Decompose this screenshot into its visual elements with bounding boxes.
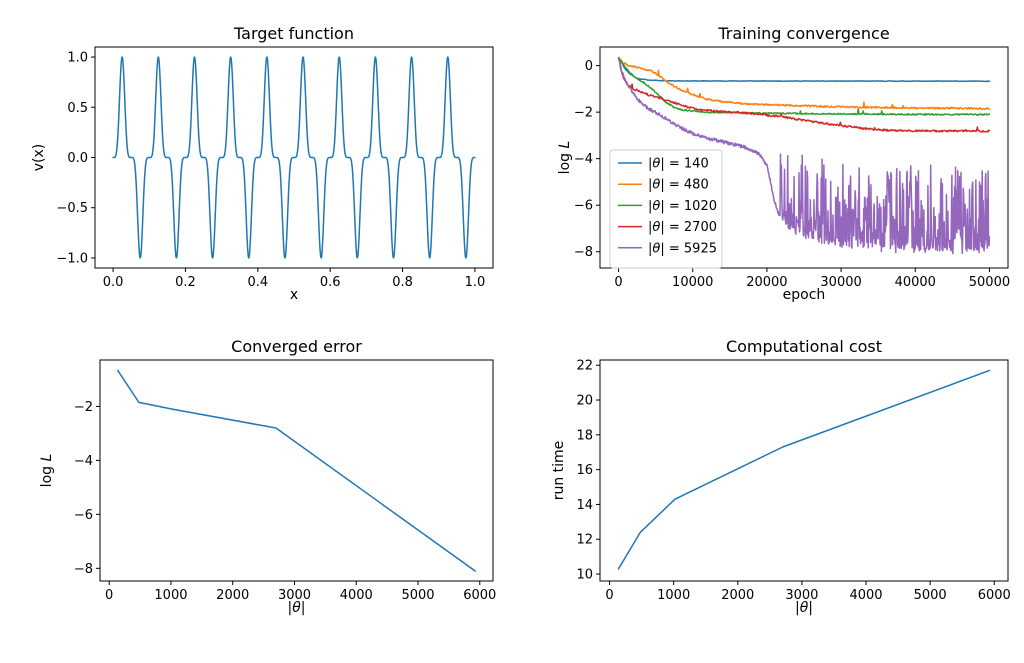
y-tick-label: 10 <box>576 568 593 583</box>
x-tick-label: 30000 <box>820 275 861 290</box>
y-tick-label: −0.5 <box>56 201 88 216</box>
x-tick-label: 6000 <box>463 588 496 603</box>
y-tick-label: 16 <box>576 463 593 478</box>
xlabel-theta-right: |θ| <box>794 600 813 616</box>
legend-entry-label: |θ| = 480 <box>648 178 709 193</box>
legend-entry-label: |θ| = 2700 <box>648 220 717 235</box>
y-tick-label: 1.0 <box>67 51 88 66</box>
y-tick-label: 18 <box>576 428 593 443</box>
subplot-target-function: 0.0 0.2 0.4 0.6 0.8 1.0 −1.0 −0.5 0.0 0.5 1.0 <box>56 46 494 290</box>
x-tick-label: 6000 <box>978 588 1011 603</box>
legend-entry-label: |θ| = 140 <box>648 157 709 172</box>
series-line <box>117 369 476 572</box>
x-tick-label: 5000 <box>914 588 947 603</box>
ylabel-vx: v(x) <box>31 143 47 172</box>
plot-area-target-function <box>112 56 476 259</box>
axes-spines <box>599 359 1009 582</box>
plot-title-training-convergence: Training convergence <box>718 24 890 43</box>
x-tick-label: 0 <box>105 588 113 603</box>
series-line <box>617 57 991 133</box>
x-tick-label: 0.6 <box>320 275 341 290</box>
plot-title-converged-error: Converged error <box>231 337 362 356</box>
series-line <box>617 57 991 116</box>
series-line <box>617 56 991 111</box>
legend-frame <box>609 149 723 269</box>
y-tick-label: −6 <box>74 508 93 523</box>
series-line <box>617 56 991 83</box>
x-tick-label: 1000 <box>657 588 690 603</box>
x-tick-label: 4000 <box>340 588 373 603</box>
subplot-computational-cost: 0 1000 2000 3000 4000 5000 6000 10 12 14 16 18 20 22 <box>576 359 1010 603</box>
y-tick-label: −4 <box>74 454 93 469</box>
series-line <box>112 56 476 259</box>
x-tick-label: 0.4 <box>247 275 268 290</box>
x-tick-label: 50000 <box>969 275 1010 290</box>
series-line <box>617 57 991 255</box>
y-tick-label: −8 <box>574 245 593 260</box>
subplot-training-convergence: 0 10000 20000 30000 40000 50000 0 −2 −4 −6 −8 |θ| =… <box>574 46 1010 290</box>
y-tick-label: −2 <box>74 400 93 415</box>
axes-spines <box>99 359 494 582</box>
y-tick-label: 12 <box>576 533 593 548</box>
x-tick-label: 5000 <box>401 588 434 603</box>
x-tick-label: 1.0 <box>465 275 486 290</box>
y-tick-label: 14 <box>576 498 593 513</box>
x-tick-label: 10000 <box>672 275 713 290</box>
y-tick-label: −1.0 <box>56 251 88 266</box>
plot-title-computational-cost: Computational cost <box>725 337 883 356</box>
y-tick-label: −2 <box>574 106 593 121</box>
ylabel-runtime: run time <box>551 440 567 501</box>
x-tick-label: 2000 <box>216 588 249 603</box>
legend-entry-label: |θ| = 5925 <box>648 241 717 256</box>
ylabel-logl-bottom: log L <box>39 453 55 488</box>
y-tick-label: −4 <box>574 152 593 167</box>
x-tick-label: 4000 <box>849 588 882 603</box>
x-tick-label: 40000 <box>895 275 936 290</box>
ylabel-logl-top: log L <box>557 140 573 175</box>
x-tick-label: 0.0 <box>103 275 124 290</box>
y-tick-label: 0.5 <box>67 101 88 116</box>
y-tick-label: 20 <box>576 394 593 409</box>
y-tick-label: −6 <box>574 199 593 214</box>
y-tick-label: −8 <box>74 562 93 577</box>
plot-area-computational-cost <box>617 369 991 570</box>
xlabel-theta-left: |θ| <box>287 600 306 616</box>
plot-title-target-function: Target function <box>234 24 354 43</box>
legend: |θ| = 140 |θ| = 480 |θ| = 1020 |θ| = 2700 |θ… <box>609 149 723 269</box>
series-line <box>617 369 991 570</box>
x-tick-label: 20000 <box>746 275 787 290</box>
x-tick-label: 0.2 <box>175 275 196 290</box>
legend-entry-label: |θ| = 1020 <box>648 199 717 214</box>
x-tick-label: 3000 <box>785 588 818 603</box>
axes-spines <box>599 46 1009 269</box>
y-tick-label: 0.0 <box>67 151 88 166</box>
x-tick-label: 1000 <box>154 588 187 603</box>
plot-area-converged-error <box>117 369 476 572</box>
y-tick-label: 22 <box>576 359 593 374</box>
plot-area-training-convergence <box>617 56 991 255</box>
y-tick-label: 0 <box>585 59 593 74</box>
x-tick-label: 3000 <box>278 588 311 603</box>
subplot-converged-error: 0 1000 2000 3000 4000 5000 6000 −2 −4 −6 −8 <box>74 359 496 603</box>
x-tick-label: 2000 <box>721 588 754 603</box>
xlabel-x: x <box>289 287 299 303</box>
x-tick-label: 0 <box>605 588 613 603</box>
xlabel-epoch: epoch <box>782 287 826 303</box>
x-tick-label: 0.8 <box>392 275 413 290</box>
x-tick-label: 0 <box>614 275 622 290</box>
